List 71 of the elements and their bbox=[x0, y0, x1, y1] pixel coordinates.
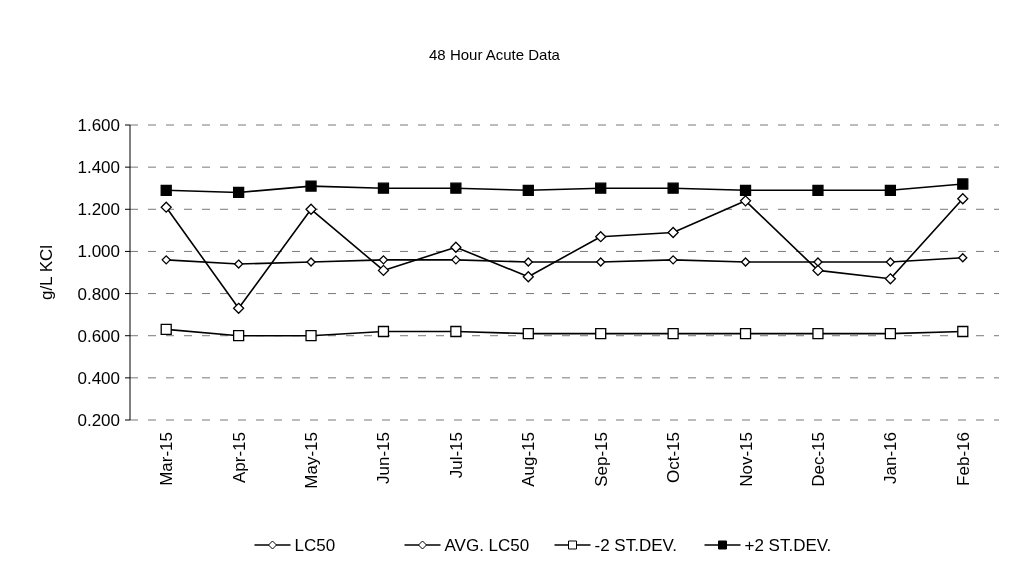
x-tick-label: Dec-15 bbox=[808, 432, 828, 487]
point bbox=[739, 184, 752, 196]
point bbox=[377, 182, 390, 194]
point bbox=[668, 255, 678, 265]
point bbox=[232, 186, 245, 199]
point bbox=[595, 231, 607, 243]
point bbox=[957, 178, 969, 190]
point bbox=[377, 325, 390, 338]
y-tick-label: 0.400 bbox=[77, 368, 120, 388]
point bbox=[233, 259, 244, 269]
point bbox=[813, 257, 823, 267]
point bbox=[812, 184, 824, 196]
x-tick-label: Jan-16 bbox=[881, 432, 901, 484]
point bbox=[739, 327, 752, 340]
point bbox=[451, 255, 461, 265]
point bbox=[522, 271, 534, 283]
x-tick-label: Jun-15 bbox=[374, 432, 394, 484]
chart-title: 48 Hour Acute Data bbox=[429, 46, 561, 63]
point bbox=[884, 327, 897, 340]
point bbox=[160, 323, 172, 336]
point bbox=[450, 325, 462, 338]
x-tick-label: Feb-16 bbox=[953, 432, 973, 486]
point bbox=[595, 182, 607, 194]
point bbox=[305, 180, 317, 192]
x-tick-label: Nov-15 bbox=[736, 432, 756, 487]
y-tick-label: 0.600 bbox=[77, 326, 120, 346]
point bbox=[522, 327, 534, 340]
point bbox=[232, 330, 245, 342]
point bbox=[160, 184, 172, 196]
legend-label: LC50 bbox=[294, 535, 336, 555]
x-tick-label: Sep-15 bbox=[591, 432, 611, 487]
point bbox=[523, 257, 533, 267]
point bbox=[378, 255, 389, 265]
point bbox=[305, 203, 317, 215]
x-tick-label: Apr-15 bbox=[229, 432, 249, 484]
point bbox=[306, 257, 316, 267]
point bbox=[522, 184, 534, 196]
y-tick-label: 0.800 bbox=[77, 284, 120, 304]
point bbox=[812, 264, 824, 277]
point bbox=[667, 182, 679, 194]
point bbox=[885, 257, 896, 267]
point bbox=[884, 273, 897, 285]
legend-label: AVG. LC50 bbox=[444, 535, 530, 555]
point bbox=[667, 327, 679, 340]
point bbox=[595, 327, 607, 340]
point bbox=[596, 257, 606, 267]
y-tick-label: 1.200 bbox=[77, 200, 120, 220]
x-tick-label: Jul-15 bbox=[446, 432, 466, 479]
point bbox=[450, 182, 462, 194]
x-tick-label: Oct-15 bbox=[664, 432, 684, 484]
legend-label: +2 ST.DEV. bbox=[744, 535, 832, 555]
y-tick-label: 1.400 bbox=[77, 158, 120, 178]
x-tick-label: Mar-15 bbox=[157, 432, 177, 486]
point bbox=[812, 327, 824, 340]
point bbox=[740, 257, 751, 267]
point bbox=[957, 193, 969, 205]
point bbox=[958, 253, 968, 263]
point bbox=[305, 330, 317, 342]
point bbox=[450, 241, 462, 253]
x-tick-label: Aug-15 bbox=[519, 432, 539, 487]
point bbox=[667, 226, 679, 239]
point bbox=[884, 184, 897, 196]
legend-label: -2 ST.DEV. bbox=[594, 535, 678, 555]
y-tick-label: 1.600 bbox=[77, 115, 120, 135]
y-tick-label: 0.200 bbox=[77, 410, 120, 430]
y-axis-title: g/L KCl bbox=[37, 244, 56, 301]
y-tick-label: 1.000 bbox=[77, 242, 120, 262]
point bbox=[232, 302, 245, 314]
x-tick-label: May-15 bbox=[302, 432, 322, 489]
point bbox=[161, 255, 171, 265]
point bbox=[957, 325, 969, 338]
